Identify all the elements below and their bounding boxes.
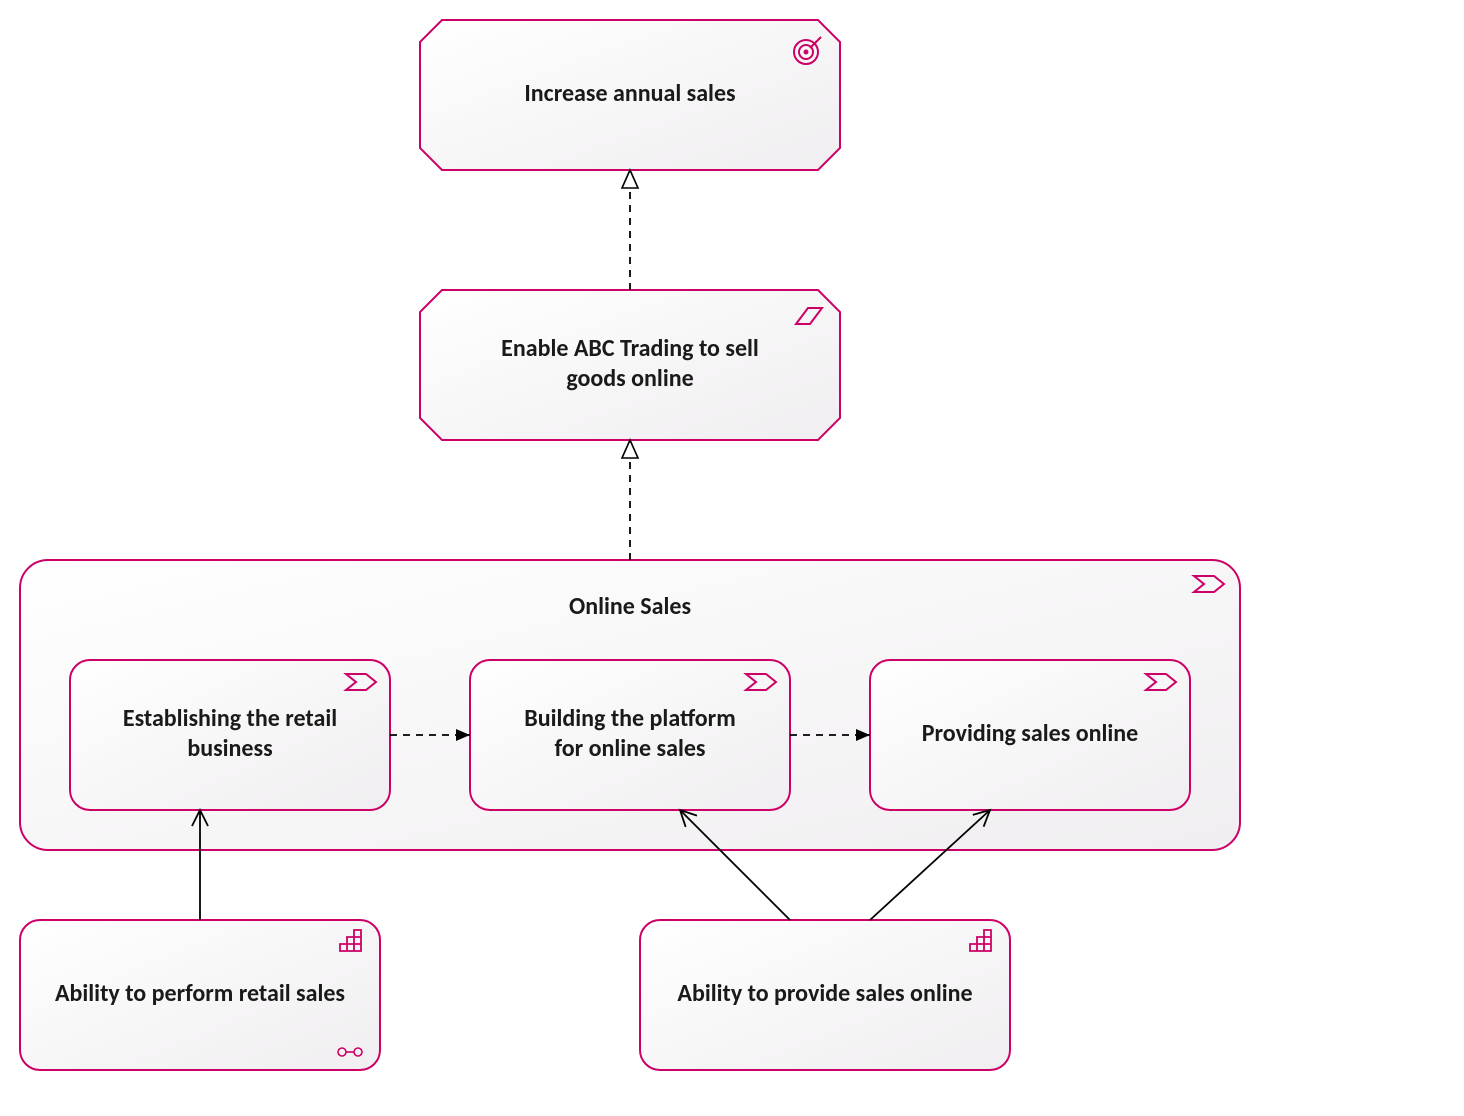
- svg-text:goods online: goods online: [566, 364, 693, 393]
- svg-text:Enable ABC Trading to sell: Enable ABC Trading to sell: [501, 334, 759, 363]
- svg-text:Providing sales online: Providing sales online: [922, 719, 1138, 748]
- svg-text:business: business: [187, 734, 272, 763]
- svg-text:for online sales: for online sales: [554, 734, 705, 763]
- svg-text:Ability to perform retail sale: Ability to perform retail sales: [55, 979, 345, 1008]
- archimate-diagram: Online Sales Increase annual sales Enable …: [0, 0, 1464, 1116]
- svg-text:Increase annual sales: Increase annual sales: [524, 79, 735, 108]
- svg-text:Establishing the retail: Establishing the retail: [123, 704, 337, 733]
- svg-text:Ability to provide sales onlin: Ability to provide sales online: [677, 979, 972, 1008]
- svg-text:Building the platform: Building the platform: [524, 704, 735, 733]
- svg-text:Online Sales: Online Sales: [569, 592, 691, 621]
